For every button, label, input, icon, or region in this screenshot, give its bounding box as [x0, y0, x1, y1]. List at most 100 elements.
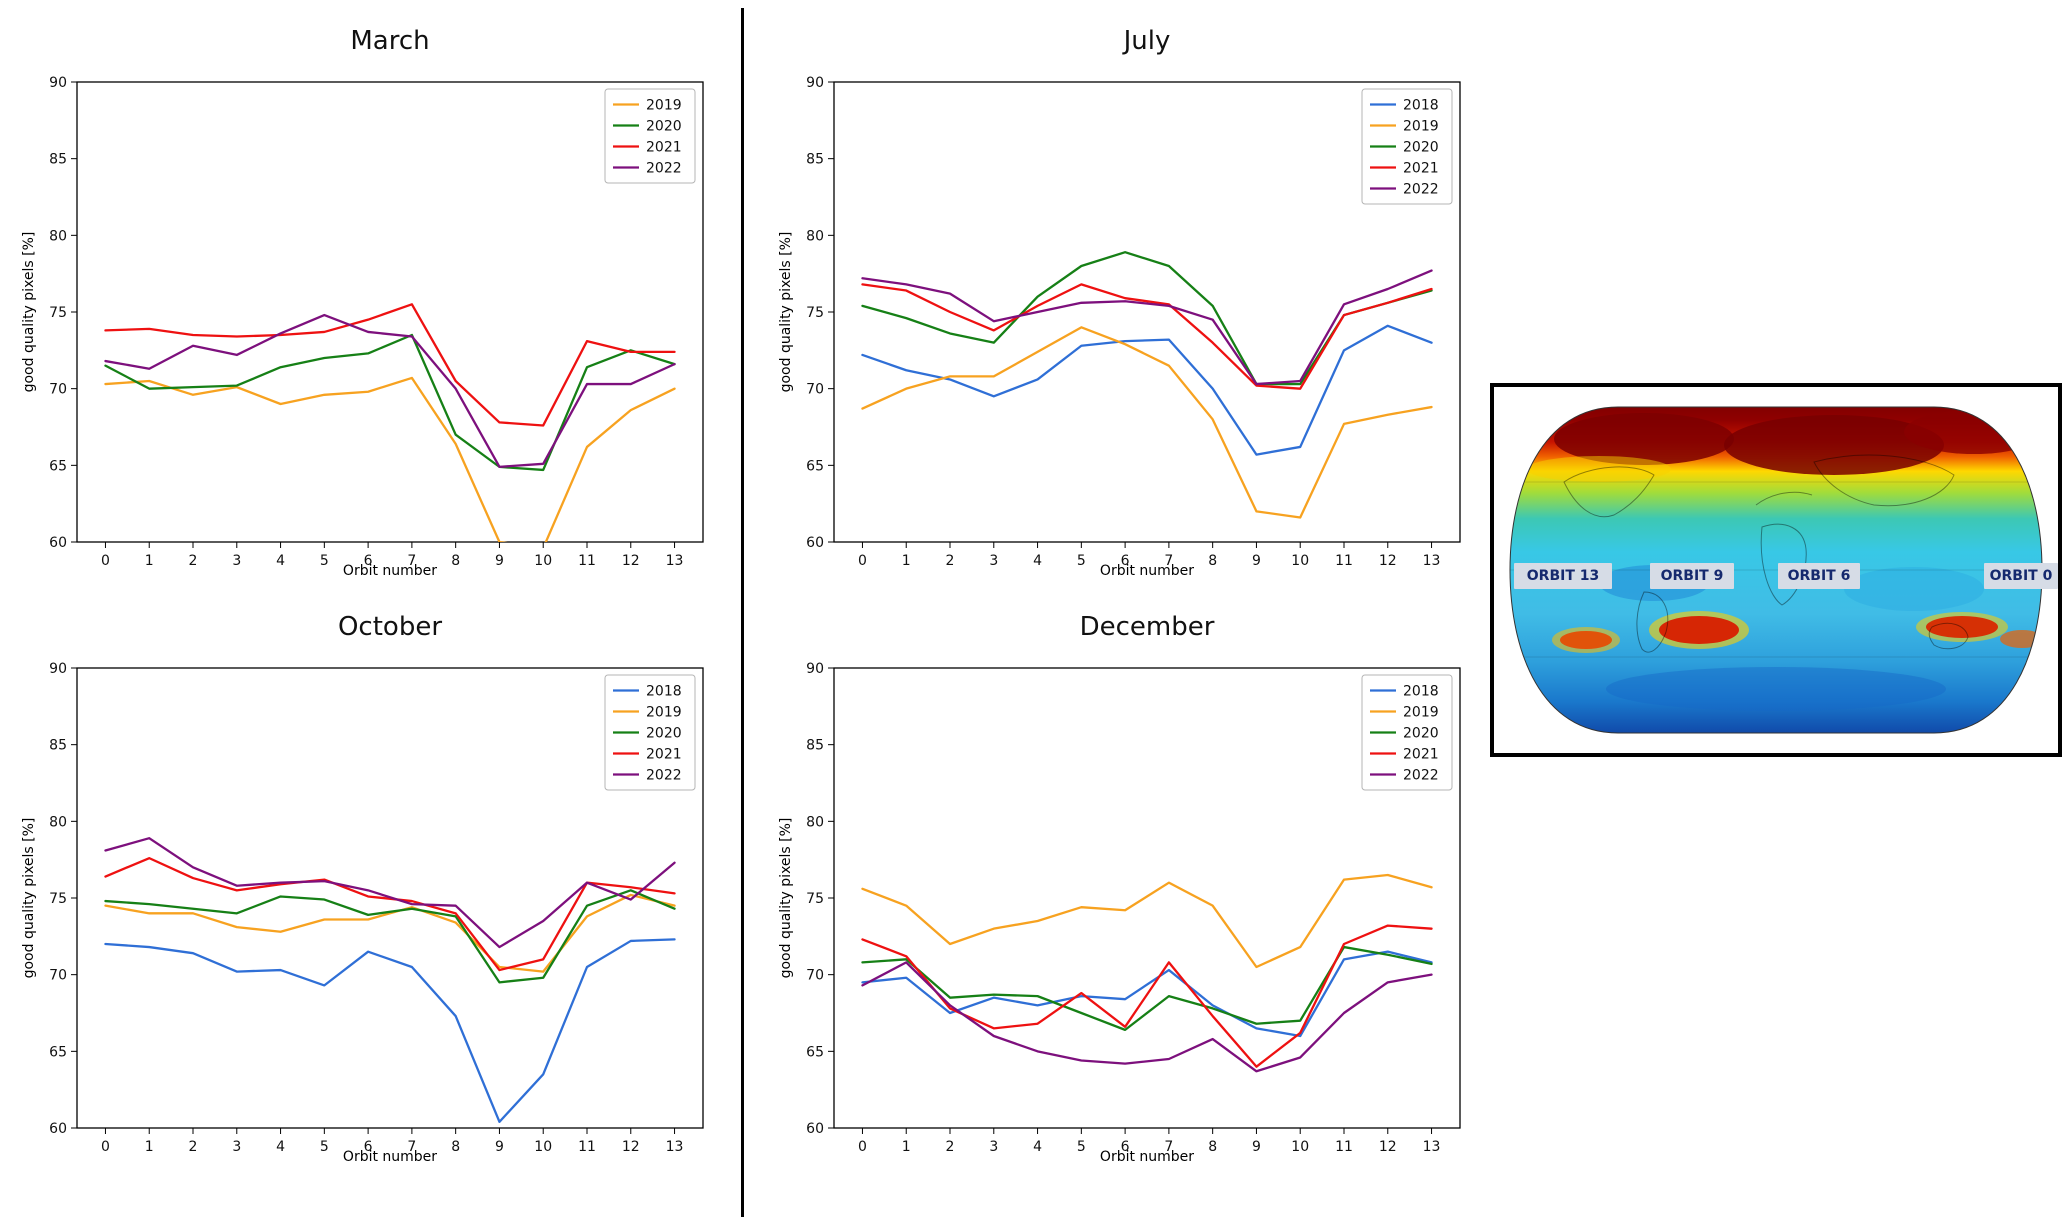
x-tick-label: 4	[1033, 553, 1042, 569]
x-tick-label: 11	[578, 553, 596, 569]
x-tick-label: 4	[1033, 1139, 1042, 1155]
legend-label-2021: 2021	[1403, 161, 1439, 177]
chart-title: March	[350, 26, 430, 56]
x-tick-label: 1	[902, 1139, 911, 1155]
series-line-2019	[861, 873, 1433, 969]
x-tick-label: 6	[364, 1139, 373, 1155]
y-tick-label: 70	[49, 382, 67, 398]
x-tick-label: 0	[858, 1139, 867, 1155]
legend-label-2020: 2020	[1403, 140, 1439, 156]
y-tick-label: 90	[806, 75, 824, 91]
legend-label-2019: 2019	[646, 705, 682, 721]
legend-label-2022: 2022	[1403, 768, 1439, 784]
x-tick-label: 3	[232, 553, 241, 569]
y-tick-label: 90	[49, 661, 67, 677]
x-tick-label: 12	[622, 553, 640, 569]
x-tick-label: 10	[1291, 1139, 1309, 1155]
orbit-label-0: ORBIT 0	[1984, 563, 2058, 589]
y-tick-label: 85	[806, 738, 824, 754]
y-tick-label: 60	[806, 1121, 824, 1137]
legend-box	[604, 88, 696, 184]
series-line-2021	[861, 283, 1433, 390]
y-tick-label: 60	[49, 1121, 67, 1137]
orbit-label-13: ORBIT 13	[1514, 563, 1612, 589]
heat-blob	[1527, 456, 1671, 482]
heat-blob	[2000, 630, 2042, 648]
x-tick-label: 5	[1077, 1139, 1086, 1155]
chart-october: October good quality pixels [%] Orbit nu…	[15, 598, 715, 1183]
x-axis-label: Orbit number	[1099, 563, 1195, 579]
y-tick-label: 80	[49, 814, 67, 830]
series-line-2022	[861, 269, 1433, 386]
x-tick-label: 5	[1077, 553, 1086, 569]
chart-december: December good quality pixels [%] Orbit n…	[772, 598, 1472, 1183]
legend-label-2021: 2021	[646, 140, 682, 156]
legend-label-2019: 2019	[1403, 705, 1439, 721]
legend-box	[604, 674, 696, 791]
x-axis-label: Orbit number	[1099, 1149, 1195, 1165]
legend-box	[1361, 88, 1453, 205]
x-tick-label: 7	[1164, 1139, 1173, 1155]
legend-box	[1361, 674, 1453, 791]
series-line-2021	[104, 303, 676, 427]
x-tick-label: 1	[902, 553, 911, 569]
series-line-2020	[104, 889, 676, 984]
legend-label-2020: 2020	[646, 119, 682, 135]
legend-label-2022: 2022	[1403, 182, 1439, 198]
x-tick-label: 11	[1335, 553, 1353, 569]
y-tick-label: 80	[806, 228, 824, 244]
x-tick-label: 9	[1252, 1139, 1261, 1155]
y-tick-label: 75	[806, 305, 824, 321]
chart-march: March good quality pixels [%] Orbit numb…	[15, 12, 715, 597]
chart-title: December	[1079, 612, 1215, 642]
y-tick-label: 85	[806, 152, 824, 168]
continent-outlines	[1563, 454, 1969, 653]
x-tick-label: 10	[534, 553, 552, 569]
x-tick-label: 9	[495, 553, 504, 569]
x-tick-label: 9	[1252, 553, 1261, 569]
world-map	[1509, 406, 2043, 734]
x-tick-label: 10	[1291, 553, 1309, 569]
x-tick-label: 9	[495, 1139, 504, 1155]
legend-label-2018: 2018	[646, 684, 682, 700]
series-line-2018	[104, 938, 676, 1124]
x-tick-label: 7	[407, 553, 416, 569]
x-tick-label: 4	[276, 1139, 285, 1155]
x-tick-label: 2	[946, 553, 955, 569]
legend-label-2018: 2018	[1403, 684, 1439, 700]
x-axis-label: Orbit number	[342, 563, 438, 579]
legend-label-2020: 2020	[1403, 726, 1439, 742]
x-tick-label: 7	[1164, 553, 1173, 569]
orbit-label-9: ORBIT 9	[1650, 563, 1734, 589]
x-tick-label: 0	[858, 553, 867, 569]
legend-label-2019: 2019	[646, 98, 682, 114]
series-line-2021	[104, 856, 676, 972]
x-tick-label: 12	[1379, 553, 1397, 569]
x-tick-label: 1	[145, 553, 154, 569]
series-line-2019	[104, 376, 676, 542]
map-surface	[1510, 407, 2042, 733]
heat-blob	[1724, 415, 1944, 475]
y-tick-label: 70	[806, 968, 824, 984]
legend-label-2019: 2019	[1403, 119, 1439, 135]
x-tick-label: 13	[666, 553, 684, 569]
y-tick-label: 65	[806, 458, 824, 474]
series-line-2022	[104, 313, 676, 469]
heat-blob	[1904, 410, 2042, 454]
x-tick-label: 2	[946, 1139, 955, 1155]
x-tick-label: 13	[1423, 553, 1441, 569]
x-tick-label: 3	[989, 553, 998, 569]
y-tick-label: 90	[49, 75, 67, 91]
x-tick-label: 0	[101, 1139, 110, 1155]
x-tick-label: 6	[1121, 553, 1130, 569]
legend-label-2021: 2021	[1403, 747, 1439, 763]
x-tick-label: 7	[407, 1139, 416, 1155]
heat-blob	[1926, 616, 1998, 638]
heat-blob	[1659, 616, 1739, 644]
series-line-2018	[861, 324, 1433, 456]
column-divider	[741, 8, 744, 1217]
